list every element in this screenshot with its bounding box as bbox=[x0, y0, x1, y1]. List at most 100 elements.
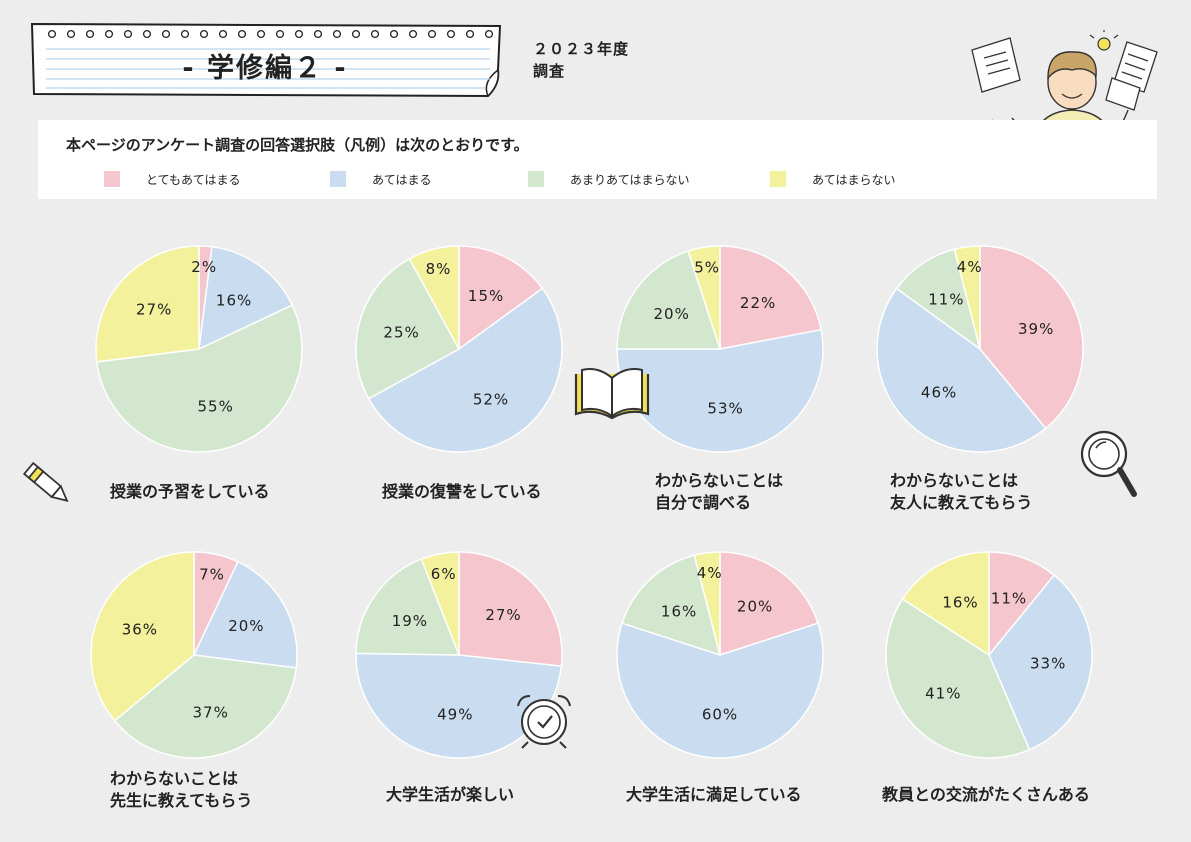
pie-slice bbox=[885, 597, 1031, 759]
ring-hole bbox=[427, 29, 437, 39]
pie-slice bbox=[192, 560, 298, 669]
legend-description: 本ページのアンケート調査の回答選択肢（凡例）は次のとおりです。 bbox=[66, 136, 529, 154]
pie-slice bbox=[408, 245, 460, 350]
pie-data-label: 16% bbox=[661, 603, 697, 621]
pie-slice bbox=[95, 304, 303, 453]
legend-label: あてはまらない bbox=[812, 172, 896, 187]
pie-data-label: 36% bbox=[122, 621, 158, 639]
chart-title: 授業の復讐をしている bbox=[382, 481, 542, 503]
pie-data-label: 20% bbox=[737, 598, 773, 616]
title-card: - 学修編２ - bbox=[30, 22, 502, 98]
ring-hole bbox=[389, 29, 399, 39]
chart-title-line: わからないことは bbox=[110, 769, 239, 788]
pie-data-label: 4% bbox=[957, 258, 983, 276]
chart-title: わからないことは 友人に教えてもらう bbox=[890, 470, 1032, 514]
pie-slice bbox=[953, 245, 981, 350]
pie-slice bbox=[458, 245, 544, 351]
ring-hole bbox=[408, 29, 418, 39]
legend-label: とてもあてはまる bbox=[146, 172, 241, 187]
pie-data-label: 11% bbox=[991, 590, 1027, 608]
pie-data-label: 20% bbox=[228, 617, 264, 635]
ring-hole bbox=[237, 29, 247, 39]
pie-data-label: 53% bbox=[707, 400, 743, 418]
legend-item: あてはまらない bbox=[770, 170, 896, 188]
legend-label: あてはまる bbox=[372, 172, 432, 187]
chart-title-line: 先生に教えてもらう bbox=[110, 791, 253, 810]
pie-data-label: 20% bbox=[654, 305, 690, 323]
ring-hole bbox=[275, 29, 285, 39]
pie-slice bbox=[693, 551, 721, 656]
pie-slice bbox=[901, 551, 990, 657]
alarm-clock-icon bbox=[517, 695, 571, 749]
pie-data-label: 37% bbox=[193, 703, 229, 721]
ring-hole bbox=[199, 29, 209, 39]
pie-data-label: 7% bbox=[199, 566, 225, 584]
pie-slice bbox=[876, 287, 1047, 453]
ring-hole bbox=[351, 29, 361, 39]
pie-data-label: 15% bbox=[468, 287, 504, 305]
pie-data-label: 41% bbox=[925, 685, 961, 703]
pie-data-label: 4% bbox=[697, 564, 723, 582]
chart-title-line: 大学生活が楽しい bbox=[386, 785, 515, 804]
pie-data-label: 16% bbox=[942, 594, 978, 612]
legend-label: あまりあてはまらない bbox=[570, 172, 690, 187]
pie-data-label: 46% bbox=[921, 384, 957, 402]
ring-hole bbox=[123, 29, 133, 39]
ring-hole bbox=[180, 29, 190, 39]
pie-data-label: 5% bbox=[694, 259, 720, 277]
ring-hole bbox=[294, 29, 304, 39]
pie-slice bbox=[988, 574, 1093, 751]
pie-slice bbox=[355, 558, 461, 656]
pie-slice bbox=[719, 551, 819, 657]
page-title: - 学修編２ - bbox=[182, 53, 348, 84]
pie-slice bbox=[616, 250, 722, 350]
chart-title-line: 教員との交流がたくさんある bbox=[882, 785, 1090, 804]
ring-hole bbox=[446, 29, 456, 39]
pie-slice bbox=[355, 257, 461, 400]
pie-data-label: 6% bbox=[431, 565, 457, 583]
chart-title: わからないことは 先生に教えてもらう bbox=[110, 768, 252, 812]
pencil-icon bbox=[22, 461, 69, 502]
chart-title-line: 授業の予習をしている bbox=[110, 482, 270, 501]
pie-data-label: 16% bbox=[216, 292, 252, 310]
magnifier-icon bbox=[1080, 430, 1137, 497]
survey-year-line2: 調査 bbox=[533, 62, 566, 80]
pie-slice bbox=[420, 551, 460, 656]
chart-title-line: 大学生活に満足している bbox=[626, 785, 802, 804]
pie-slice bbox=[113, 654, 298, 759]
ring-hole bbox=[256, 29, 266, 39]
pie-data-label: 2% bbox=[191, 258, 217, 276]
ring-hole bbox=[370, 29, 380, 39]
ring-hole bbox=[313, 29, 323, 39]
pie-data-label: 19% bbox=[392, 612, 428, 630]
chart-title: 教員との交流がたくさんある bbox=[882, 784, 1090, 806]
pie-slice bbox=[198, 245, 294, 351]
legend-item: あまりあてはまらない bbox=[528, 170, 690, 188]
ring-hole bbox=[47, 29, 57, 39]
pie-slice bbox=[895, 248, 982, 351]
legend-swatch bbox=[770, 171, 786, 187]
chart-title-line: 自分で調べる bbox=[655, 493, 752, 512]
ring-hole bbox=[332, 29, 342, 39]
chart-title: 授業の予習をしている bbox=[110, 481, 270, 503]
pie-slice bbox=[719, 245, 823, 350]
pie-data-label: 27% bbox=[136, 301, 172, 319]
pie-slice bbox=[687, 245, 721, 350]
chart-title: 大学生活が楽しい bbox=[386, 784, 514, 806]
pie-slice bbox=[979, 245, 1084, 430]
ring-hole bbox=[161, 29, 171, 39]
chart-title-line: 友人に教えてもらう bbox=[890, 493, 1033, 512]
pie-data-label: 52% bbox=[473, 390, 509, 408]
pie-slice bbox=[616, 622, 824, 759]
survey-year: ２０２３年度 調査 bbox=[533, 38, 629, 82]
pie-slice bbox=[988, 551, 1056, 658]
ring-hole bbox=[66, 29, 76, 39]
pie-data-label: 25% bbox=[383, 323, 419, 341]
open-book-icon bbox=[574, 368, 650, 420]
pie-data-label: 8% bbox=[426, 260, 452, 278]
